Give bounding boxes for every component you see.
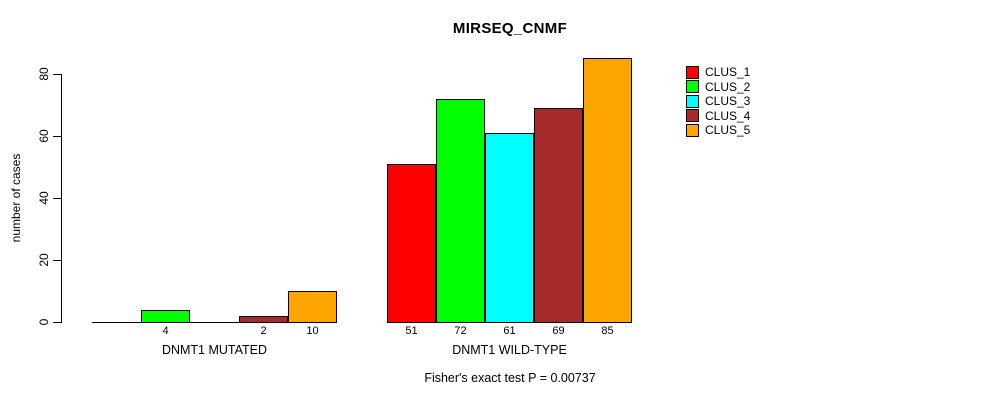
legend-item-clus_2: CLUS_2 [686,80,750,95]
y-axis-tick-label: 0 [37,318,51,326]
y-axis-tick-label: 80 [37,67,51,81]
bar-value-label: 51 [405,325,418,337]
bar-value-label: 2 [260,325,267,337]
bar-value-label: 72 [454,325,467,337]
y-axis-tick [53,74,62,75]
legend-item-clus_5: CLUS_5 [686,123,750,138]
legend-swatch [686,65,699,79]
legend-label: CLUS_2 [705,79,751,94]
x-group-label: DNMT1 MUTATED [161,343,268,357]
zero-height-bar [92,322,141,323]
legend-label: CLUS_1 [705,65,751,80]
legend-swatch [686,123,699,137]
chart-title: MIRSEQ_CNMF [452,20,568,37]
legend-label: CLUS_5 [705,123,751,138]
y-axis-tick [53,198,62,199]
zero-height-bar [190,322,239,323]
y-axis-tick [53,136,62,137]
bar-value-label: 69 [552,325,565,337]
y-axis-tick-label: 60 [37,129,51,143]
bar-value-label: 61 [503,325,516,337]
legend-label: CLUS_3 [705,94,751,109]
legend-label: CLUS_4 [705,108,751,123]
bar-dnmt1-wild-type-clus_4 [534,108,583,323]
y-axis-tick [53,260,62,261]
legend-item-clus_4: CLUS_4 [686,109,750,124]
bar-value-label: 4 [162,325,169,337]
bar-value-label: 10 [306,325,319,337]
bar-dnmt1-wild-type-clus_3 [485,133,534,323]
legend: CLUS_1 CLUS_2 CLUS_3 CLUS_4 CLUS_5 [686,65,750,138]
bar-dnmt1-mutated-clus_2 [141,310,190,323]
legend-item-clus_3: CLUS_3 [686,94,750,109]
bar-dnmt1-wild-type-clus_2 [436,99,485,323]
legend-swatch [686,109,699,123]
bar-dnmt1-mutated-clus_5 [288,291,337,323]
y-axis-tick-label: 40 [37,191,51,205]
bar-dnmt1-wild-type-clus_1 [387,164,436,323]
legend-item-clus_1: CLUS_1 [686,65,750,80]
bar-value-label: 85 [601,325,614,337]
x-group-label: DNMT1 WILD-TYPE [452,343,567,357]
legend-swatch [686,94,699,108]
caption: Fisher's exact test P = 0.00737 [424,371,596,385]
y-axis-label: number of cases [9,153,23,243]
legend-swatch [686,80,699,94]
bar-dnmt1-mutated-clus_4 [239,316,288,323]
y-axis-tick [53,322,62,323]
bar-dnmt1-wild-type-clus_5 [583,58,632,323]
y-axis-tick-label: 20 [37,253,51,267]
